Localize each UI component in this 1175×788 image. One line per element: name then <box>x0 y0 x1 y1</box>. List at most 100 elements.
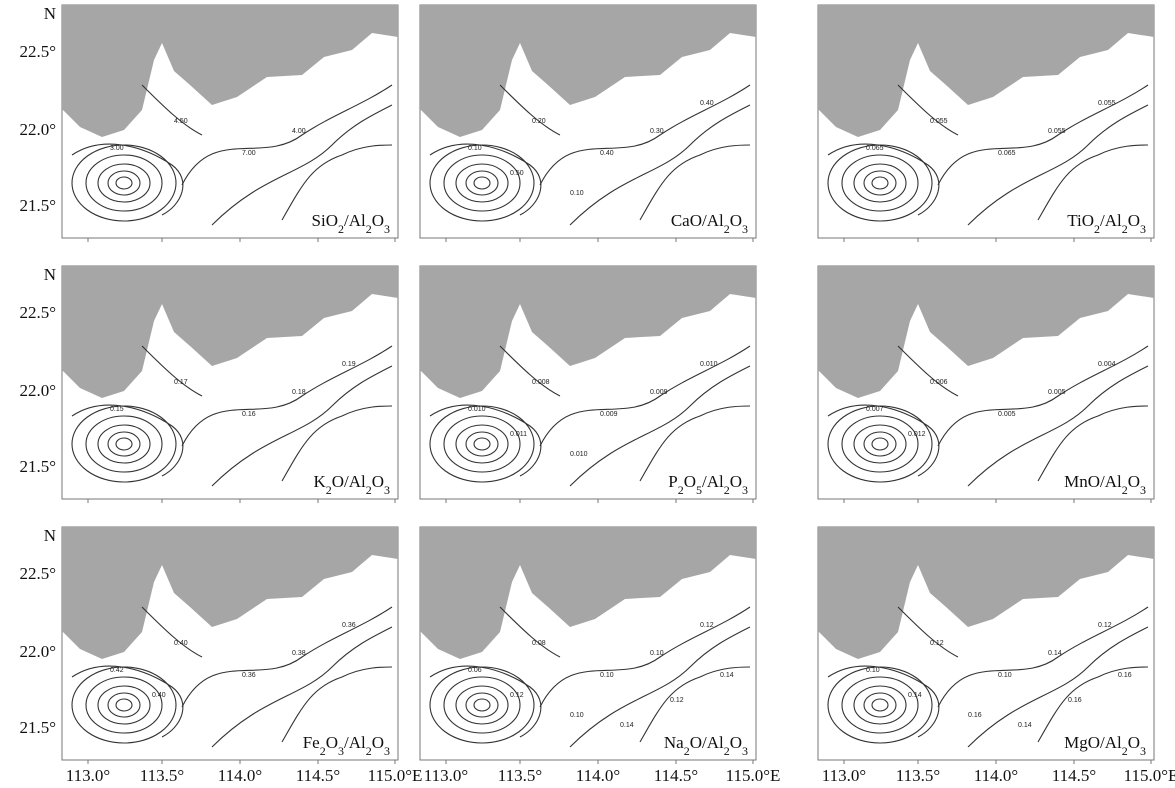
title-part: 3 <box>1140 483 1146 497</box>
contour-label: 0.36 <box>242 672 256 679</box>
title-part: 3 <box>1140 744 1146 758</box>
contour-label: 0.16 <box>1118 672 1132 679</box>
contour-label: 0.14 <box>1048 650 1062 657</box>
y-label: 21.5° <box>19 457 56 476</box>
contour-label: 0.36 <box>342 622 356 629</box>
contour-label: 0.16 <box>968 712 982 719</box>
title-part: P <box>668 472 677 491</box>
title-part: O <box>730 211 742 230</box>
title-part: MnO/Al <box>1064 472 1122 491</box>
map-panel: 0.060.080.100.100.120.120.100.120.140.14… <box>420 527 756 764</box>
title-part: 3 <box>384 222 390 236</box>
contour-label: 0.38 <box>292 650 306 657</box>
contour-label: 0.007 <box>866 406 884 413</box>
title-part: 3 <box>742 483 748 497</box>
x-label: 113.0° <box>424 766 468 785</box>
x-label: 113.0° <box>822 766 866 785</box>
x-label: 115.0°E <box>1124 766 1175 785</box>
contour-label: 0.10 <box>600 672 614 679</box>
contour-label: 4.50 <box>174 118 188 125</box>
contour-label: 0.17 <box>174 379 188 386</box>
x-label: 115.0°E <box>726 766 781 785</box>
y-label: 21.5° <box>19 196 56 215</box>
title-part: 3 <box>742 222 748 236</box>
contour-label: 0.14 <box>1018 722 1032 729</box>
title-part: 3 <box>1140 222 1146 236</box>
figure: 3.004.507.004.00SiO2/Al2O30.100.200.400.… <box>0 0 1175 788</box>
title-part: O <box>372 733 384 752</box>
contour-label: 0.12 <box>700 622 714 629</box>
title-part: O <box>1128 211 1140 230</box>
contour-label: 0.16 <box>242 411 256 418</box>
contour-label: 0.10 <box>570 190 584 197</box>
contour-label: 0.065 <box>866 145 884 152</box>
contour-label: 0.16 <box>1068 697 1082 704</box>
title-part: 3 <box>384 483 390 497</box>
title-part: MgO/Al <box>1064 733 1122 752</box>
contour-label: 0.40 <box>600 150 614 157</box>
contour-label: 0.30 <box>650 128 664 135</box>
contour-label: 0.005 <box>1048 389 1066 396</box>
contour-label: 0.009 <box>650 389 668 396</box>
contour-label: 0.40 <box>700 100 714 107</box>
contour-label: 0.065 <box>998 150 1016 157</box>
contour-label: 0.19 <box>342 361 356 368</box>
y-label: 22.0° <box>19 381 56 400</box>
contour-label: 0.18 <box>292 389 306 396</box>
contour-label: 0.12 <box>510 692 524 699</box>
x-label: 114.5° <box>296 766 340 785</box>
x-label: 114.5° <box>654 766 698 785</box>
contour-label: 7.00 <box>242 150 256 157</box>
map-panel: 0.0070.0060.0050.0050.0040.012MnO/Al2O3 <box>818 266 1154 503</box>
title-part: O <box>730 472 742 491</box>
contour-label: 0.004 <box>1098 361 1116 368</box>
map-panel: 0.0650.0550.0650.0550.055TiO2/Al2O3 <box>818 5 1154 242</box>
y-label: N <box>44 265 56 284</box>
contour-label: 0.14 <box>908 692 922 699</box>
x-label: 113.0° <box>66 766 110 785</box>
contour-label: 0.14 <box>620 722 634 729</box>
y-label: 22.5° <box>19 303 56 322</box>
title-part: /Al <box>702 472 724 491</box>
contour-label: 0.010 <box>700 361 718 368</box>
title-part: O <box>372 211 384 230</box>
x-label: 115.0°E <box>368 766 423 785</box>
title-part: 3 <box>384 744 390 758</box>
title-part: 3 <box>742 744 748 758</box>
y-label: 21.5° <box>19 718 56 737</box>
contour-label: 4.00 <box>292 128 306 135</box>
contour-label: 0.012 <box>908 431 926 438</box>
title-part: O <box>326 733 338 752</box>
contour-label: 0.009 <box>600 411 618 418</box>
y-label: 22.0° <box>19 120 56 139</box>
title-part: O <box>1128 472 1140 491</box>
title-part: O <box>684 472 696 491</box>
x-label: 114.0° <box>218 766 262 785</box>
contour-label: 0.010 <box>468 406 486 413</box>
contour-label: 0.055 <box>1098 100 1116 107</box>
y-label: N <box>44 526 56 545</box>
x-label: 113.5° <box>896 766 940 785</box>
contour-label: 0.011 <box>510 431 527 438</box>
contour-label: 0.10 <box>570 712 584 719</box>
contour-label: 0.10 <box>468 145 482 152</box>
y-label: 22.5° <box>19 564 56 583</box>
contour-label: 0.055 <box>1048 128 1066 135</box>
contour-label: 0.12 <box>930 640 944 647</box>
contour-label: 0.005 <box>998 411 1016 418</box>
title-part: Fe <box>303 733 320 752</box>
contour-label: 0.010 <box>570 451 588 458</box>
contour-label: 0.14 <box>720 672 734 679</box>
contour-label: 0.08 <box>532 640 546 647</box>
y-label: N <box>44 4 56 23</box>
x-label: 113.5° <box>498 766 542 785</box>
contour-label: 0.055 <box>930 118 948 125</box>
title-part: O <box>730 733 742 752</box>
y-label: 22.5° <box>19 42 56 61</box>
title-part: Na <box>664 733 684 752</box>
title-part: SiO <box>312 211 338 230</box>
title-part: O/Al <box>690 733 724 752</box>
title-part: /Al <box>344 211 366 230</box>
map-panel: 0.100.120.100.140.120.140.160.160.160.14… <box>818 527 1154 764</box>
